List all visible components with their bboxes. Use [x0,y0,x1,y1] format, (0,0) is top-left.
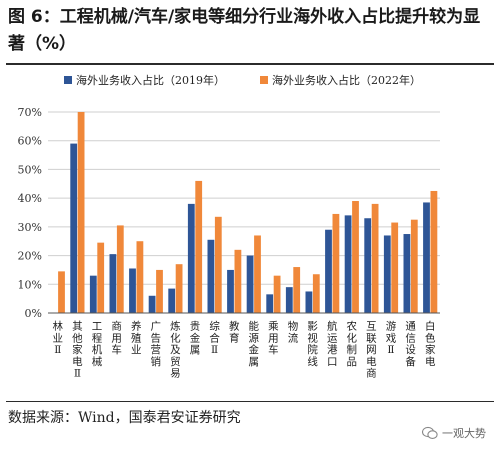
bar-2019 [148,295,156,313]
bar-2022 [195,180,203,313]
y-tick-label: 40% [18,192,42,205]
y-tick-label: 50% [18,163,42,176]
gridlines [48,111,440,285]
x-tick-label: 商用车 [111,320,122,357]
bar-2022 [58,271,65,313]
y-tick-label: 0% [25,307,42,320]
x-tick-label: 能源金属 [249,320,260,368]
x-tick-label: 游戏 Ⅱ [386,320,397,357]
bar-2019 [207,239,215,313]
x-tick-label: 互联网电商 [366,321,377,380]
bar-2022 [371,203,379,313]
bar-2019 [423,202,430,313]
bar-2019 [364,218,372,313]
watermark: 一观大势 [422,425,486,441]
bar-2022 [214,216,222,313]
bar-chart: 海外业务收入占比（2019年） 海外业务收入占比（2022年） 0% 10% 20% 3… [18,73,440,380]
bar-2019 [109,254,117,313]
bars [58,112,438,313]
y-tick-label: 70% [18,106,42,119]
legend: 海外业务收入占比（2019年） 海外业务收入占比（2022年） [64,73,421,87]
bar-2022 [430,190,438,313]
x-tick-label: 林业 Ⅱ [53,320,64,357]
x-tick-label: 物流 [288,320,299,345]
x-tick-label: 养殖业 [131,320,142,357]
bar-2019 [344,215,352,313]
bar-2019 [129,268,136,313]
bar-2022 [136,241,144,313]
legend-label-1: 海外业务收入占比（2022年） [272,73,421,87]
bar-2022 [77,112,85,313]
bar-2019 [246,255,254,313]
title-divider [6,63,494,65]
bar-2022 [97,242,105,313]
watermark-text: 一观大势 [442,427,486,440]
bar-2019 [89,275,97,313]
source-note: 数据来源：Wind，国泰君安证券研究 [8,410,241,426]
legend-swatch-1 [260,76,268,84]
chart-title: 图 6：工程机械/汽车/家电等细分行业海外收入占比提升较为显著（%） [8,7,481,54]
bar-2022 [156,269,163,313]
x-tick-label: 农化制品 [347,320,358,368]
x-tick-label: 影视院线 [307,320,318,368]
bar-2019 [325,229,332,313]
legend-swatch-0 [64,76,72,84]
y-axis: 0% 10% 20% 30% 40% 50% 60% 70% [18,106,42,320]
x-tick-label: 航运港口 [327,320,338,368]
bar-2019 [403,234,411,313]
x-tick-label: 白色家电 [425,320,436,368]
x-tick-label: 贵金属 [190,320,201,357]
wechat-icon [422,426,438,439]
bar-2022 [254,235,261,313]
x-tick-label: 其他家电 Ⅱ [72,321,83,380]
bar-2019 [266,294,274,313]
bar-2022 [332,213,340,313]
legend-label-0: 海外业务收入占比（2019年） [76,73,225,87]
bar-2019 [227,269,234,313]
bar-2019 [383,235,391,313]
x-tick-label: 乘用车 [268,321,279,357]
x-tick-label: 综合 Ⅱ [209,320,220,357]
x-tick-label: 教育 [229,320,240,345]
x-tick-label: 通信设备 [405,321,416,368]
bar-2022 [410,219,418,313]
y-tick-label: 60% [18,135,42,148]
source-divider [6,401,494,402]
y-tick-label: 30% [18,221,42,234]
x-tick-label: 工程机械 [92,321,103,368]
bar-2019 [285,287,293,313]
x-tick-label: 炼化及贸易 [170,320,181,380]
x-tick-label: 广告营销 [151,321,162,368]
bar-2019 [305,291,313,313]
bar-2022 [352,201,359,313]
bar-2022 [273,275,281,313]
bar-2019 [168,288,176,313]
y-tick-label: 20% [18,250,42,263]
bar-2022 [312,274,320,313]
bar-2022 [116,225,124,313]
bar-2022 [293,267,301,313]
bar-2019 [70,143,78,313]
bar-2022 [175,264,183,313]
bar-2022 [391,222,399,313]
bar-2022 [234,249,242,313]
y-tick-label: 10% [18,278,42,291]
bar-2019 [187,203,195,313]
